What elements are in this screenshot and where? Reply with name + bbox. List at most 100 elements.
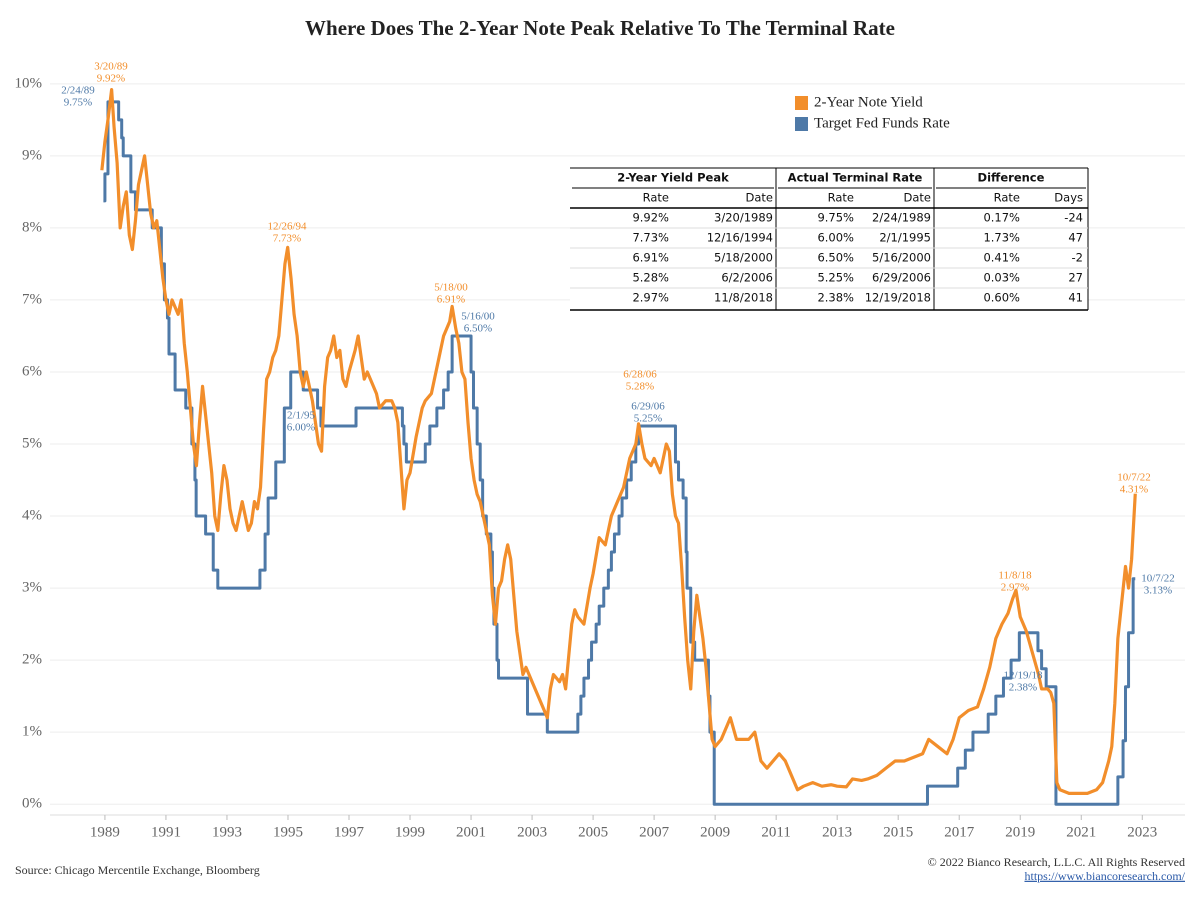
y-tick-label: 8% [22,219,42,235]
y-tick-label: 4% [22,507,42,523]
annotation-date: 10/7/22 [1141,573,1175,585]
x-tick-label: 1995 [273,824,303,840]
legend-swatch [795,117,808,131]
annotation-rate: 7.73% [273,233,301,245]
table-column: Rate [828,191,854,205]
annotation-date: 6/29/06 [631,401,665,413]
table-cell: 0.60% [983,291,1020,305]
y-tick-label: 9% [22,147,42,163]
table-cell: 5.25% [817,271,854,285]
x-tick-label: 2017 [944,824,975,840]
x-tick-label: 2015 [883,824,913,840]
annotation-rate: 5.25% [634,413,662,425]
table-cell: 0.17% [983,211,1020,225]
table-column: Date [904,191,932,205]
y-tick-label: 0% [22,796,42,812]
annotation-date: 12/19/18 [1003,670,1043,682]
series-line [103,100,1136,806]
chart-title: Where Does The 2-Year Note Peak Relative… [305,16,895,40]
source: Source: Chicago Mercentile Exchange, Blo… [15,863,260,877]
table-cell: 2.97% [632,291,669,305]
legend-label: Target Fed Funds Rate [814,115,950,131]
table-cell: 6.50% [817,251,854,265]
x-tick-label: 2013 [822,824,852,840]
y-tick-label: 1% [22,724,42,740]
table-cell: 27 [1068,271,1083,285]
y-tick-label: 6% [22,363,42,379]
x-tick-label: 1993 [212,824,242,840]
table-cell: 2/1/1995 [879,231,931,245]
x-tick-label: 2003 [517,824,547,840]
table-cell: 0.41% [983,251,1020,265]
x-tick-label: 2021 [1066,824,1096,840]
x-tick-label: 2005 [578,824,608,840]
table-cell: 5/18/2000 [714,251,773,265]
annotation-rate: 6.91% [437,294,465,306]
y-tick-label: 10% [15,75,43,91]
table-cell: 0.03% [983,271,1020,285]
table-cell: 6.91% [632,251,669,265]
table-cell: 2/24/1989 [872,211,931,225]
table-cell: 2.38% [817,291,854,305]
x-tick-label: 2023 [1127,824,1157,840]
annotation-date: 2/24/89 [61,85,95,97]
table-cell: 11/8/2018 [714,291,773,305]
annotation-date: 5/16/00 [461,311,495,323]
series-line [100,87,1137,795]
x-tick-label: 1989 [90,824,120,840]
link[interactable]: https://www.biancoresearch.com/ [1024,869,1185,883]
annotation-rate: 6.00% [287,422,315,434]
table-cell: 9.75% [817,211,854,225]
table-cell: 12/19/2018 [865,291,931,305]
table-cell: 5.28% [632,271,669,285]
table-cell: 6/29/2006 [872,271,931,285]
table-cell: 41 [1068,291,1083,305]
annotation-rate: 4.31% [1120,484,1148,496]
y-tick-label: 5% [22,435,42,451]
annotation-date: 11/8/18 [998,570,1032,582]
annotation-date: 3/20/89 [94,61,128,73]
annotation-rate: 3.13% [1144,585,1172,597]
copyright: © 2022 Bianco Research, L.L.C. All Right… [928,855,1185,869]
annotation-date: 2/1/95 [287,410,316,422]
annotation-date: 6/28/06 [623,369,657,381]
table-column: Date [746,191,774,205]
table-group: Difference [978,171,1045,185]
table-group: Actual Terminal Rate [788,171,923,185]
table-cell: 9.92% [632,211,669,225]
annotation-rate: 5.28% [626,381,654,393]
table-cell: 6.00% [817,231,854,245]
annotation-date: 12/26/94 [267,221,307,233]
table-cell: 7.73% [632,231,669,245]
y-tick-label: 3% [22,580,42,596]
table-cell: 6/2/2006 [721,271,773,285]
table-cell: -24 [1064,211,1083,225]
x-tick-label: 2019 [1005,824,1035,840]
table-group: 2-Year Yield Peak [617,171,729,185]
annotation-rate: 2.97% [1001,582,1029,594]
x-tick-label: 2007 [639,824,670,840]
table-cell: 1.73% [983,231,1020,245]
x-tick-label: 2001 [456,824,486,840]
y-tick-label: 2% [22,652,42,668]
table-column: Rate [994,191,1020,205]
annotation-rate: 2.38% [1009,682,1037,694]
annotation-date: 5/18/00 [434,282,468,294]
legend-swatch [795,96,808,110]
x-tick-label: 2011 [761,824,790,840]
x-tick-label: 1997 [334,824,365,840]
table-bg [570,168,1088,310]
table-cell: -2 [1072,251,1083,265]
table-cell: 3/20/1989 [714,211,773,225]
x-tick-label: 2009 [700,824,730,840]
annotation-rate: 6.50% [464,323,492,335]
annotation-rate: 9.92% [97,73,125,85]
x-tick-label: 1991 [151,824,181,840]
annotation-rate: 9.75% [64,97,92,109]
table-cell: 47 [1068,231,1083,245]
legend-label: 2-Year Note Yield [814,94,923,110]
table-column: Days [1054,191,1083,205]
table-cell: 5/16/2000 [872,251,931,265]
table-column: Rate [643,191,669,205]
